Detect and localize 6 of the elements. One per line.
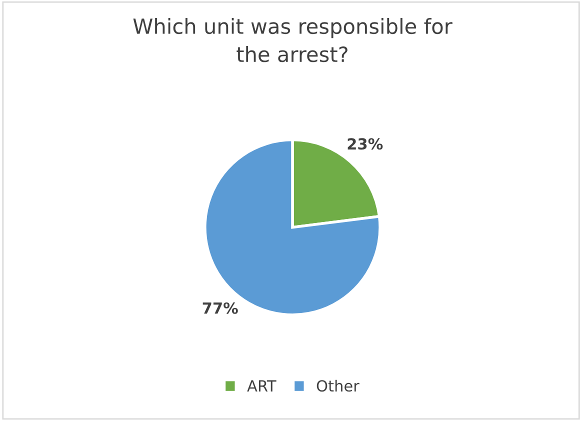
legend-label: ART [247,380,276,392]
chart-title: Which unit was responsible for the arrest? [133,18,452,62]
legend-label: Other [316,380,360,392]
pie-slice [204,138,382,316]
data-label: 77% [202,302,238,314]
data-label: 23% [348,138,383,150]
